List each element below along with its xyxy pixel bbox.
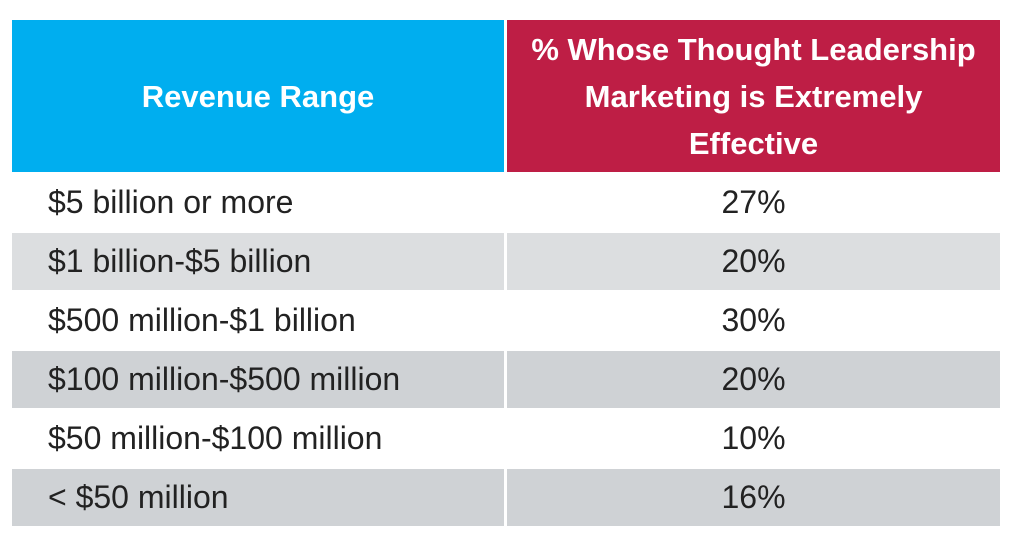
revenue-range-cell: $1 billion-$5 billion <box>12 233 504 290</box>
table-row: $1 billion-$5 billion 20% <box>12 233 1000 290</box>
table-row: < $50 million 16% <box>12 469 1000 526</box>
revenue-range-cell: $50 million-$100 million <box>48 420 383 456</box>
table-header-row: Revenue Range % Whose Thought Leadership… <box>12 20 1000 172</box>
revenue-range-cell: $5 billion or more <box>48 184 294 220</box>
revenue-range-cell: < $50 million <box>12 469 504 526</box>
column-header-revenue-range: Revenue Range <box>12 20 504 172</box>
revenue-range-cell: $100 million-$500 million <box>12 351 504 408</box>
table-row: $100 million-$500 million 20% <box>12 351 1000 408</box>
percent-cell: 20% <box>507 233 1000 290</box>
table-row: $500 million-$1 billion 30% <box>12 292 1000 349</box>
column-header-percent-effective: % Whose Thought Leadership Marketing is … <box>507 20 1000 172</box>
percent-cell: 30% <box>721 302 786 338</box>
percent-cell: 27% <box>721 184 786 220</box>
table-row: $5 billion or more 27% <box>12 174 1000 231</box>
percent-cell: 16% <box>507 469 1000 526</box>
data-table: Revenue Range % Whose Thought Leadership… <box>12 20 1000 526</box>
table-row: $50 million-$100 million 10% <box>12 410 1000 467</box>
percent-cell: 10% <box>721 420 786 456</box>
percent-cell: 20% <box>507 351 1000 408</box>
revenue-range-cell: $500 million-$1 billion <box>48 302 356 338</box>
